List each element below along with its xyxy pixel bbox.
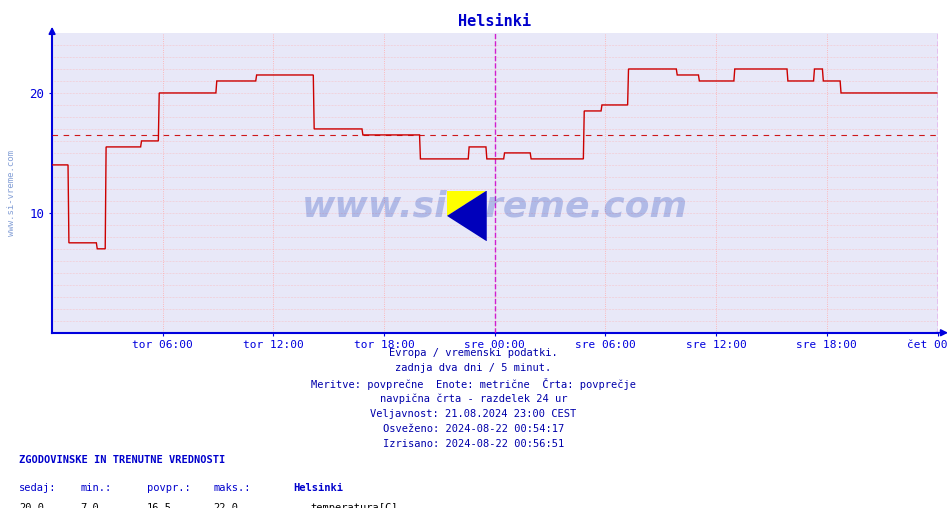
Text: povpr.:: povpr.: bbox=[147, 483, 190, 493]
Text: 7,0: 7,0 bbox=[80, 503, 99, 508]
Text: Veljavnost: 21.08.2024 23:00 CEST: Veljavnost: 21.08.2024 23:00 CEST bbox=[370, 409, 577, 419]
Text: ZGODOVINSKE IN TRENUTNE VREDNOSTI: ZGODOVINSKE IN TRENUTNE VREDNOSTI bbox=[19, 455, 225, 465]
Title: Helsinki: Helsinki bbox=[458, 14, 531, 29]
Text: navpična črta - razdelek 24 ur: navpična črta - razdelek 24 ur bbox=[380, 394, 567, 404]
Text: maks.:: maks.: bbox=[213, 483, 251, 493]
Text: Meritve: povprečne  Enote: metrične  Črta: povprečje: Meritve: povprečne Enote: metrične Črta:… bbox=[311, 378, 636, 391]
Text: 20,0: 20,0 bbox=[19, 503, 44, 508]
Text: min.:: min.: bbox=[80, 483, 112, 493]
Text: sedaj:: sedaj: bbox=[19, 483, 57, 493]
Text: 22,0: 22,0 bbox=[213, 503, 238, 508]
Text: Izrisano: 2024-08-22 00:56:51: Izrisano: 2024-08-22 00:56:51 bbox=[383, 439, 564, 450]
Text: Evropa / vremenski podatki.: Evropa / vremenski podatki. bbox=[389, 348, 558, 358]
Polygon shape bbox=[447, 190, 487, 241]
Text: Helsinki: Helsinki bbox=[294, 483, 344, 493]
Polygon shape bbox=[447, 216, 487, 241]
Text: zadnja dva dni / 5 minut.: zadnja dva dni / 5 minut. bbox=[396, 363, 551, 373]
Text: temperatura[C]: temperatura[C] bbox=[311, 503, 398, 508]
Text: Osveženo: 2024-08-22 00:54:17: Osveženo: 2024-08-22 00:54:17 bbox=[383, 424, 564, 434]
Text: 16,5: 16,5 bbox=[147, 503, 171, 508]
Text: www.si-vreme.com: www.si-vreme.com bbox=[302, 190, 688, 224]
Polygon shape bbox=[447, 190, 487, 216]
Text: www.si-vreme.com: www.si-vreme.com bbox=[7, 150, 16, 236]
